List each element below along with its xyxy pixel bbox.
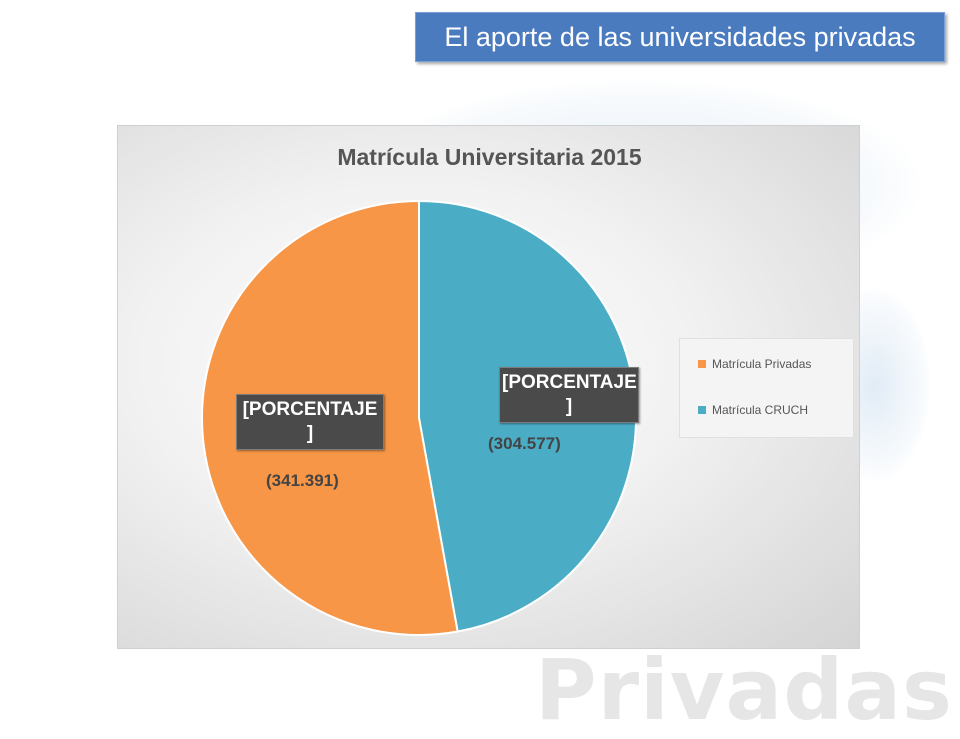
data-value-cruch: (304.577) xyxy=(488,434,561,453)
watermark-logo-text: Privadas xyxy=(535,641,954,739)
legend-swatch-cruch xyxy=(698,406,706,414)
legend-item-cruch: Matrícula CRUCH xyxy=(698,403,808,417)
chart-legend: Matrícula Privadas Matrícula CRUCH xyxy=(679,338,854,438)
data-label-cruch: [PORCENTAJE ] xyxy=(499,367,639,423)
slide-title-banner: El aporte de las universidades privadas xyxy=(415,12,945,62)
legend-label-privadas: Matrícula Privadas xyxy=(712,357,812,371)
legend-item-privadas: Matrícula Privadas xyxy=(698,357,811,371)
data-label-privadas: [PORCENTAJE ] xyxy=(236,394,384,450)
chart-area: Matrícula Universitaria 2015 [PORCENTAJE… xyxy=(117,125,860,649)
data-value-privadas: (341.391) xyxy=(266,471,339,490)
legend-label-cruch: Matrícula CRUCH xyxy=(712,403,809,417)
legend-swatch-privadas xyxy=(698,360,706,368)
chart-title: Matrícula Universitaria 2015 xyxy=(337,144,642,170)
